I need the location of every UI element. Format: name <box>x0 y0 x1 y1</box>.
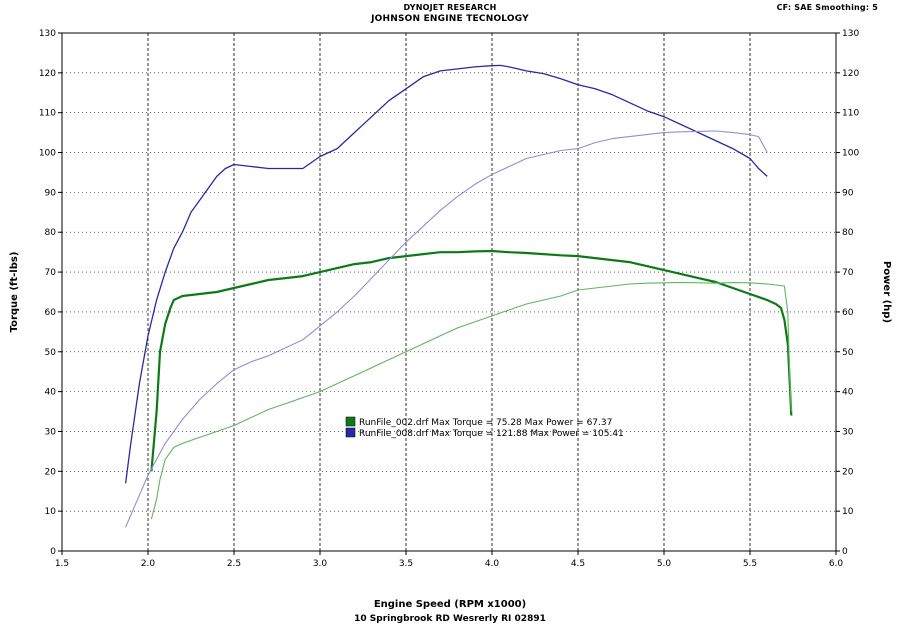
y-tick-label-right: 30 <box>842 427 854 437</box>
y-axis-label-right: Power (hp) <box>881 261 892 323</box>
x-tick-label: 1.5 <box>55 559 69 569</box>
report-title: DYNOJET RESEARCH <box>403 3 497 12</box>
series-group <box>124 64 793 528</box>
y-tick-label-right: 40 <box>842 388 854 398</box>
y-tick-label-left: 40 <box>45 388 57 398</box>
y-tick-label-right: 70 <box>842 268 854 278</box>
y-tick-label-right: 90 <box>842 188 854 198</box>
y-tick-label-right: 110 <box>842 109 859 119</box>
x-tick-label: 3.0 <box>313 559 328 569</box>
x-tick-label: 4.0 <box>485 559 500 569</box>
grid <box>62 33 836 551</box>
series-line-runfile-002-power <box>150 281 792 520</box>
y-tick-label-left: 50 <box>45 348 57 358</box>
x-tick-label: 2.5 <box>227 559 241 569</box>
y-tick-label-left: 70 <box>45 268 57 278</box>
series-line-runfile-002-torque <box>150 249 793 472</box>
y-tick-label-left: 130 <box>39 29 56 39</box>
y-axis-label-left: Torque (ft-lbs) <box>9 252 20 333</box>
footer-address: 10 Springbrook RD Wesrerly RI 02891 <box>354 614 546 624</box>
y-tick-label-right: 60 <box>842 308 854 318</box>
y-tick-label-left: 90 <box>45 188 57 198</box>
y-tick-label-right: 130 <box>842 29 859 39</box>
axis-ticks: 1.5 2.0 2.5 3.0 3.5 4.0 4.5 5.0 5.5 6.0 0 0 10 10 20 20… <box>39 29 860 569</box>
y-tick-label-right: 50 <box>842 348 854 358</box>
plot-frame <box>61 32 837 552</box>
report-subtitle: JOHNSON ENGINE TECNOLOGY <box>371 14 529 24</box>
y-tick-label-right: 0 <box>842 547 848 557</box>
x-axis-label: Engine Speed (RPM x1000) <box>374 599 526 610</box>
legend: RunFile_002.drf Max Torque = 75.28 Max P… <box>345 416 624 439</box>
x-tick-label: 3.5 <box>399 559 413 569</box>
y-tick-label-left: 10 <box>45 507 57 517</box>
y-tick-label-left: 0 <box>50 547 56 557</box>
y-tick-label-left: 20 <box>45 467 57 477</box>
y-tick-label-right: 20 <box>842 467 854 477</box>
legend-swatch <box>345 416 356 427</box>
y-tick-label-right: 10 <box>842 507 854 517</box>
series-line-runfile-008-torque <box>124 64 768 484</box>
legend-entry: RunFile_008.drf Max Torque = 121.88 Max … <box>359 429 624 439</box>
legend-entry: RunFile_002.drf Max Torque = 75.28 Max P… <box>359 418 612 428</box>
y-tick-label-right: 80 <box>842 228 854 238</box>
y-tick-label-right: 120 <box>842 69 859 79</box>
y-tick-label-left: 110 <box>39 109 56 119</box>
y-tick-label-left: 120 <box>39 69 56 79</box>
legend-swatch <box>345 427 356 438</box>
x-tick-label: 6.0 <box>829 559 844 569</box>
y-tick-label-right: 100 <box>842 149 859 159</box>
series-line-runfile-008-power <box>125 130 768 528</box>
x-tick-label: 5.5 <box>743 559 757 569</box>
y-tick-label-left: 60 <box>45 308 57 318</box>
x-tick-label: 4.5 <box>571 559 585 569</box>
correction-settings: CF: SAE Smoothing: 5 <box>776 3 878 12</box>
y-tick-label-left: 100 <box>39 149 56 159</box>
y-tick-label-left: 30 <box>45 427 57 437</box>
x-tick-label: 5.0 <box>657 559 672 569</box>
x-tick-label: 2.0 <box>141 559 156 569</box>
y-tick-label-left: 80 <box>45 228 57 238</box>
